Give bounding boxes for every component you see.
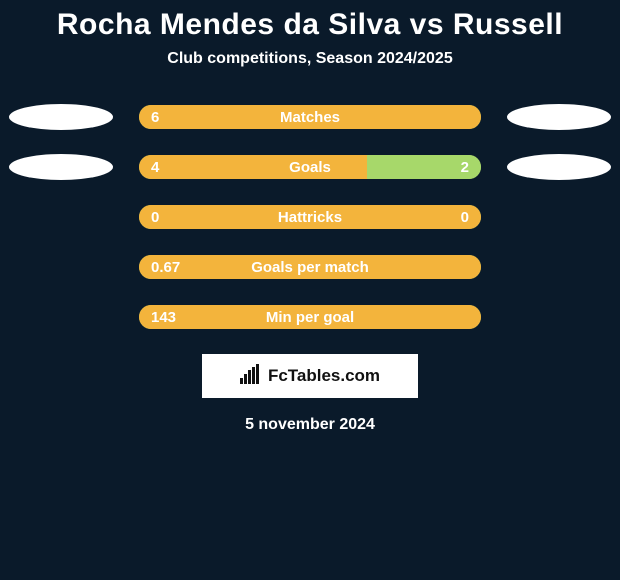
player-left-ellipse: [9, 154, 113, 180]
bars-icon: [240, 364, 262, 389]
spacer: [507, 304, 611, 330]
stat-bar-fill-right: [367, 155, 481, 179]
date-text: 5 november 2024: [0, 416, 620, 434]
stat-row: 0.67Goals per match: [0, 254, 620, 280]
stat-bar: 6Matches: [139, 105, 481, 129]
page-title: Rocha Mendes da Silva vs Russell: [0, 0, 620, 42]
player-right-ellipse: [507, 104, 611, 130]
spacer: [9, 254, 113, 280]
branding-text: FcTables.com: [268, 366, 380, 386]
player-left-ellipse: [9, 104, 113, 130]
spacer: [9, 204, 113, 230]
branding-area: FcTables.com: [0, 354, 620, 398]
branding-box: FcTables.com: [202, 354, 418, 398]
spacer: [507, 204, 611, 230]
stat-rows: 6Matches 42Goals 00Hattricks 0.67Goals per …: [0, 104, 620, 330]
page-subtitle: Club competitions, Season 2024/2025: [0, 50, 620, 68]
spacer: [507, 254, 611, 280]
stat-row: 00Hattricks: [0, 204, 620, 230]
stat-bar-fill-left: [139, 205, 481, 229]
stat-bar: 42Goals: [139, 155, 481, 179]
stat-row: 42Goals: [0, 154, 620, 180]
stat-row: 143Min per goal: [0, 304, 620, 330]
stat-bar-fill-left: [139, 105, 481, 129]
player-right-ellipse: [507, 154, 611, 180]
stat-bar: 00Hattricks: [139, 205, 481, 229]
spacer: [9, 304, 113, 330]
stat-bar-fill-left: [139, 305, 481, 329]
stat-bar: 0.67Goals per match: [139, 255, 481, 279]
stat-bar-fill-left: [139, 255, 481, 279]
stat-bar-fill-left: [139, 155, 367, 179]
stat-row: 6Matches: [0, 104, 620, 130]
stat-bar: 143Min per goal: [139, 305, 481, 329]
